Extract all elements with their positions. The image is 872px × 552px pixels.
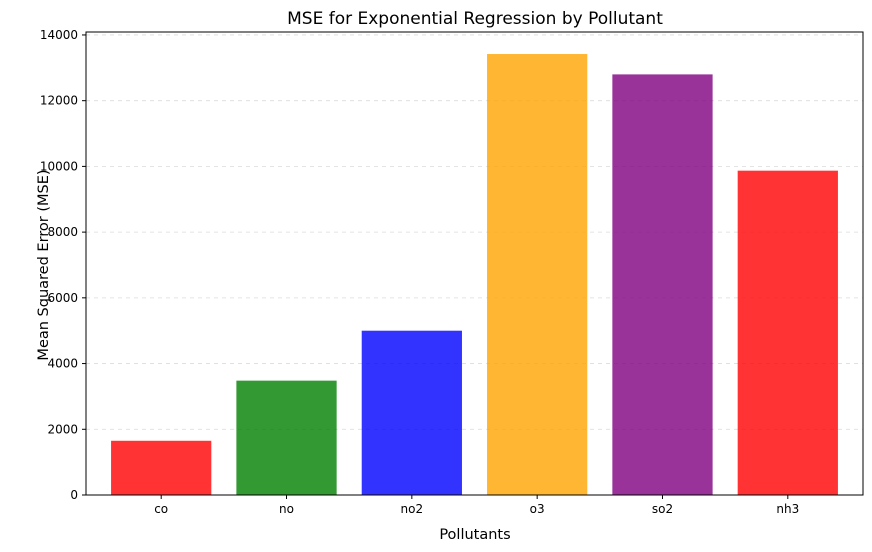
bar-o3 — [487, 54, 588, 495]
y-tick-label: 4000 — [47, 357, 78, 371]
x-tick-label-co: co — [154, 502, 168, 516]
bars — [111, 54, 838, 495]
x-tick-label-so2: so2 — [652, 502, 673, 516]
bar-so2 — [612, 74, 713, 495]
y-axis-label: Mean Squared Error (MSE) — [36, 169, 52, 360]
bar-nh3 — [737, 170, 838, 495]
y-tick-label: 14000 — [40, 28, 78, 42]
y-axis-ticks: 0 2000 4000 6000 8000 10000 12000 14000 — [40, 28, 86, 502]
plot-frame — [85, 31, 864, 496]
x-tick-label-no: no — [279, 502, 294, 516]
y-tick-label: 0 — [70, 488, 78, 502]
x-tick-label-nh3: nh3 — [776, 502, 799, 516]
bar-no2 — [361, 330, 462, 495]
y-tick-label: 12000 — [40, 94, 78, 108]
x-axis-label: Pollutants — [439, 527, 510, 543]
y-tick-label: 10000 — [40, 159, 78, 173]
bar-co — [111, 440, 212, 495]
y-tick-label: 2000 — [47, 422, 78, 436]
chart-title: MSE for Exponential Regression by Pollut… — [287, 9, 663, 29]
y-tick-label: 8000 — [47, 225, 78, 239]
y-tick-label: 6000 — [47, 291, 78, 305]
x-tick-label-no2: no2 — [401, 502, 424, 516]
x-tick-label-o3: o3 — [530, 502, 545, 516]
x-axis-ticks: co no no2 o3 so2 nh3 — [154, 495, 799, 516]
bar-no — [236, 380, 337, 495]
